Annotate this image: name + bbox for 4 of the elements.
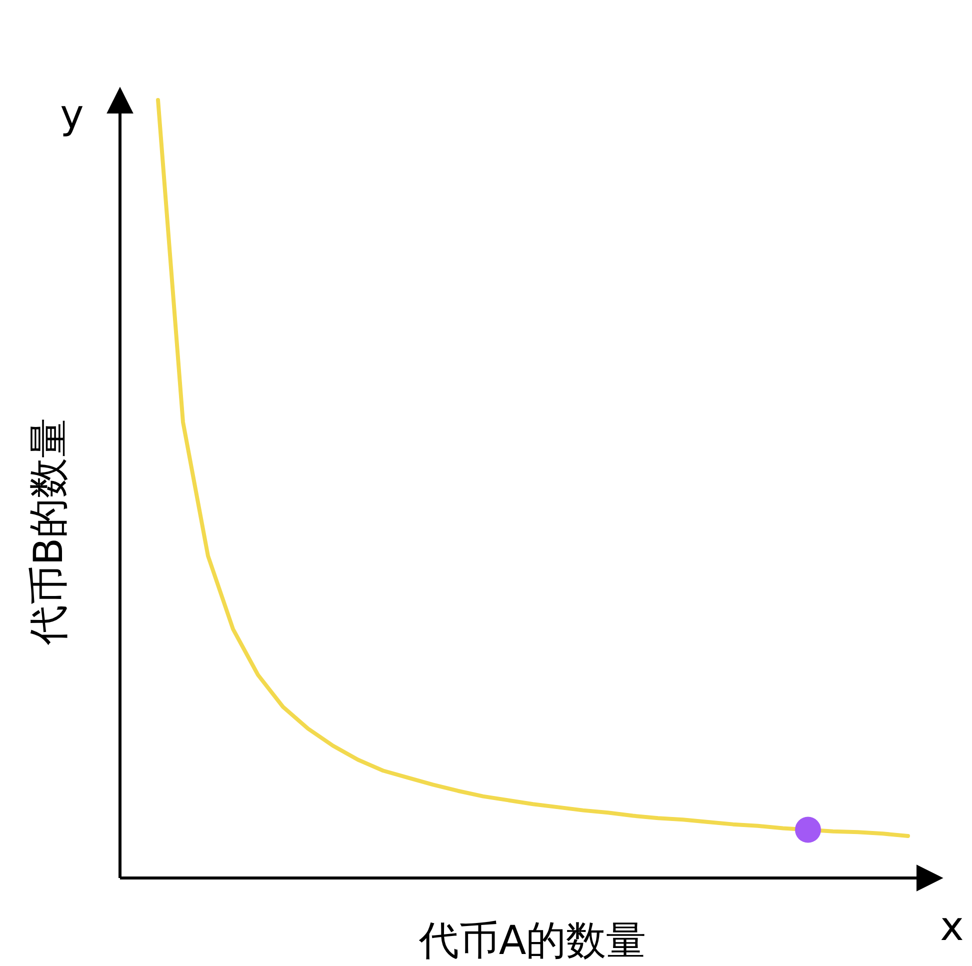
text: x <box>940 904 964 950</box>
x-axis-title: 代币A的数量 <box>418 918 646 964</box>
text: y <box>60 92 84 138</box>
y-axis-title: 代币B的数量 <box>26 418 72 646</box>
